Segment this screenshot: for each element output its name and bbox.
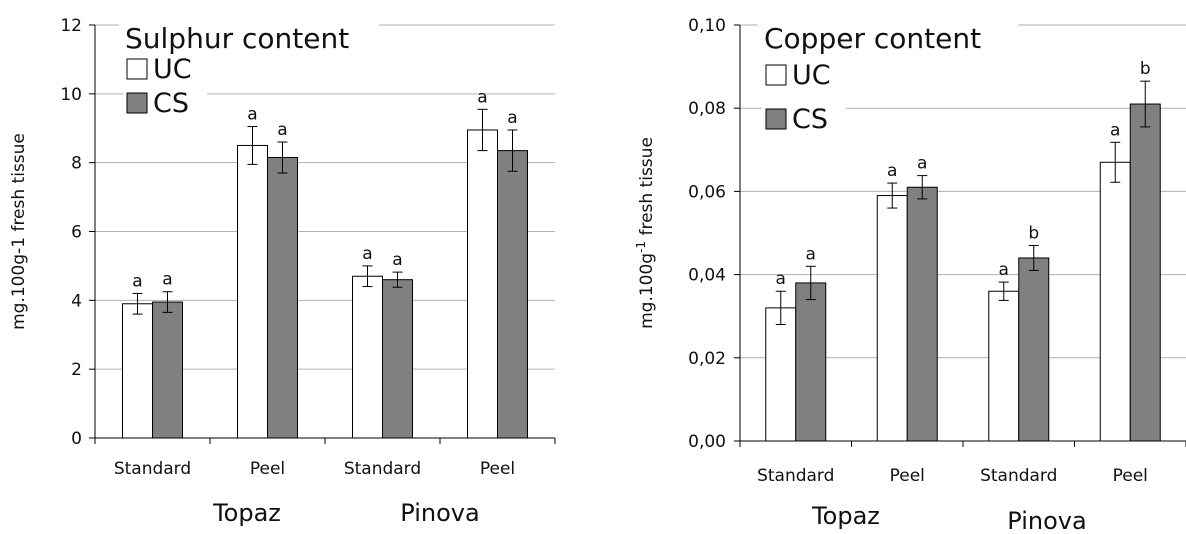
category-label: Standard <box>114 459 191 479</box>
group-label: Pinova <box>400 499 479 527</box>
y-axis-label-tail: fresh tissue <box>637 137 657 241</box>
bar-cs <box>795 282 827 442</box>
bar-cs <box>267 157 298 439</box>
significance-label: a <box>247 105 257 125</box>
bar-uc <box>352 275 383 439</box>
category-label: Standard <box>980 466 1057 486</box>
bar-uc <box>237 144 268 439</box>
chart-title: Copper content <box>764 22 981 55</box>
y-tick-label: 8 <box>71 154 82 174</box>
category-label: Peel <box>890 466 925 486</box>
y-tick-label: 4 <box>71 291 82 311</box>
significance-label: a <box>162 270 172 290</box>
y-tick-label: 0,08 <box>688 99 726 119</box>
y-axis-label: mg.100g-1 fresh tissue <box>9 133 29 330</box>
y-tick-label: 12 <box>60 16 82 36</box>
y-axis-label-main: mg.100g <box>637 253 657 329</box>
y-axis-label: mg.100g-1 fresh tissue <box>634 137 657 329</box>
category-label: Peel <box>480 459 515 479</box>
legend-label: UC <box>792 60 831 91</box>
significance-label: a <box>999 260 1009 280</box>
significance-label: b <box>1028 223 1039 243</box>
y-tick-label: 0,00 <box>688 432 726 452</box>
significance-label: a <box>806 244 816 264</box>
bar-cs <box>1018 257 1050 442</box>
y-tick-label: 0,02 <box>688 349 726 369</box>
chart-title: Sulphur content <box>125 22 349 55</box>
legend-swatch-uc <box>126 58 148 80</box>
category-label: Peel <box>1113 466 1148 486</box>
bar-uc <box>765 307 797 442</box>
legend-label: CS <box>792 104 828 135</box>
y-axis-label-superscript: -1 <box>634 241 648 253</box>
group-label: Pinova <box>1007 507 1086 534</box>
y-tick-label: 2 <box>71 360 82 380</box>
bar-uc <box>122 303 153 439</box>
legend-swatch-cs <box>126 92 148 114</box>
y-axis-label-main: mg.100g-1 fresh tissue <box>9 133 29 330</box>
significance-label: a <box>277 120 287 140</box>
significance-label: a <box>132 271 142 291</box>
bar-uc <box>988 290 1020 442</box>
bar-uc <box>876 195 908 442</box>
bar-cs <box>497 150 528 439</box>
significance-label: a <box>776 269 786 289</box>
legend-label: UC <box>153 54 192 85</box>
bar-cs <box>1129 103 1161 442</box>
significance-label: a <box>362 244 372 264</box>
significance-label: a <box>917 154 927 174</box>
significance-label: b <box>1140 59 1151 79</box>
bar-uc <box>1099 161 1131 442</box>
significance-label: a <box>887 161 897 181</box>
bar-uc <box>467 129 498 439</box>
significance-label: a <box>1110 120 1120 140</box>
y-tick-label: 0,04 <box>688 266 726 286</box>
significance-label: a <box>507 108 517 128</box>
category-label: Peel <box>250 459 285 479</box>
legend-label: CS <box>153 88 189 119</box>
bar-cs <box>382 279 413 439</box>
y-tick-label: 0,10 <box>688 16 726 36</box>
group-label: Topaz <box>212 499 281 527</box>
significance-label: a <box>392 250 402 270</box>
title-background <box>119 20 379 56</box>
y-tick-label: 0 <box>71 429 82 449</box>
group-label: Topaz <box>811 502 880 530</box>
significance-label: a <box>477 87 487 107</box>
bar-cs <box>906 186 938 442</box>
category-label: Standard <box>757 466 834 486</box>
y-tick-label: 10 <box>60 85 82 105</box>
y-tick-label: 0,06 <box>688 182 726 202</box>
y-tick-label: 6 <box>71 223 82 243</box>
legend-swatch-uc <box>765 64 787 86</box>
legend-swatch-cs <box>765 108 787 130</box>
title-background <box>758 20 1018 56</box>
category-label: Standard <box>344 459 421 479</box>
bar-cs <box>152 301 183 439</box>
